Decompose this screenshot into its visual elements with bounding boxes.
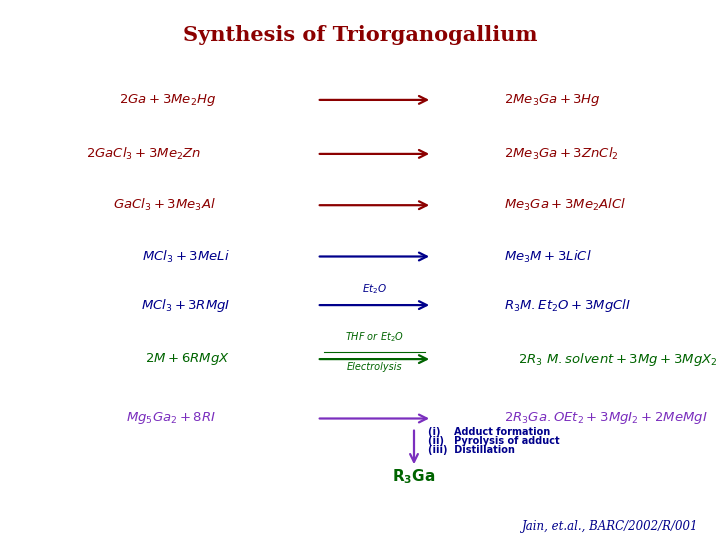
Text: $Me_3M + 3LiCl$: $Me_3M + 3LiCl$	[504, 248, 592, 265]
Text: Electrolysis: Electrolysis	[346, 362, 402, 372]
Text: $R_3M.Et_2O + 3MgClI$: $R_3M.Et_2O + 3MgClI$	[504, 296, 631, 314]
Text: $Mg_5Ga_2 + 8RI$: $Mg_5Ga_2 + 8RI$	[126, 410, 216, 427]
Text: Jain, et.al., BARC/2002/R/001: Jain, et.al., BARC/2002/R/001	[522, 520, 698, 533]
Text: $MCl_3 + 3MeLi$: $MCl_3 + 3MeLi$	[143, 248, 230, 265]
Text: $2R_3\ M.solvent + 3Mg + 3MgX_2$: $2R_3\ M.solvent + 3Mg + 3MgX_2$	[518, 350, 718, 368]
Text: $\mathbf{R_3Ga}$: $\mathbf{R_3Ga}$	[392, 467, 436, 485]
Text: (ii)   Pyrolysis of adduct: (ii) Pyrolysis of adduct	[428, 436, 560, 446]
Text: $2R_3Ga.OEt_2 + 3MgI_2 + 2MeMgI$: $2R_3Ga.OEt_2 + 3MgI_2 + 2MeMgI$	[504, 410, 708, 427]
Text: $2GaCl_3 + 3Me_2Zn$: $2GaCl_3 + 3Me_2Zn$	[86, 146, 202, 162]
Text: $Et_2O$: $Et_2O$	[361, 282, 387, 296]
Text: THF or $Et_2O$: THF or $Et_2O$	[345, 330, 404, 344]
Text: (i)    Adduct formation: (i) Adduct formation	[428, 427, 551, 437]
Text: $2Ga + 3Me_2Hg$: $2Ga + 3Me_2Hg$	[119, 92, 216, 108]
Text: Synthesis of Triorganogallium: Synthesis of Triorganogallium	[183, 25, 537, 45]
Text: $MCl_3 + 3RMgI$: $MCl_3 + 3RMgI$	[141, 296, 230, 314]
Text: $2Me_3Ga + 3ZnCl_2$: $2Me_3Ga + 3ZnCl_2$	[504, 146, 618, 162]
Text: (iii)  Distillation: (iii) Distillation	[428, 446, 516, 455]
Text: $2Me_3Ga + 3Hg$: $2Me_3Ga + 3Hg$	[504, 92, 600, 108]
Text: $GaCl_3 + 3Me_3Al$: $GaCl_3 + 3Me_3Al$	[113, 197, 216, 213]
Text: $2M + 6RMgX$: $2M + 6RMgX$	[145, 351, 230, 367]
Text: $Me_3Ga + 3Me_2AlCl$: $Me_3Ga + 3Me_2AlCl$	[504, 197, 626, 213]
